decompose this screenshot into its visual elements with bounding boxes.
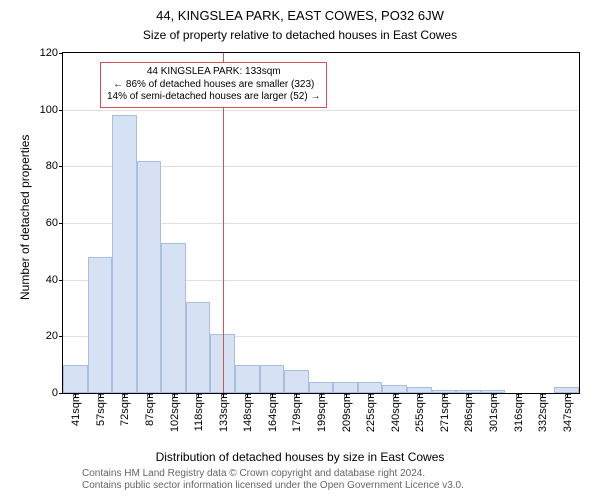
ytick-label: 80 — [46, 160, 63, 172]
annotation-line: 44 KINGSLEA PARK: 133sqm — [107, 66, 320, 79]
xtick-label: 199sqm — [314, 393, 328, 432]
annotation-line: 14% of semi-detached houses are larger (… — [107, 91, 320, 104]
y-axis-label: Number of detached properties — [18, 135, 32, 300]
ytick-label: 40 — [46, 274, 63, 286]
xtick-label: 72sqm — [117, 393, 131, 426]
xtick-label: 87sqm — [142, 393, 156, 426]
xtick-label: 118sqm — [191, 393, 205, 431]
ytick-label: 60 — [46, 217, 63, 229]
footnote-line2: Contains public sector information licen… — [82, 480, 464, 492]
xtick-label: 57sqm — [93, 393, 107, 426]
histogram-bar — [88, 257, 113, 393]
xtick-label: 41sqm — [68, 393, 82, 426]
xtick-label: 316sqm — [511, 393, 525, 432]
histogram-bar — [333, 382, 358, 393]
histogram-bar — [260, 365, 285, 393]
annotation-line: ← 86% of detached houses are smaller (32… — [107, 79, 320, 92]
chart-container: 44, KINGSLEA PARK, EAST COWES, PO32 6JW … — [0, 0, 600, 500]
xtick-label: 286sqm — [461, 393, 475, 432]
xtick-label: 209sqm — [339, 393, 353, 432]
histogram-bar — [358, 382, 383, 393]
xtick-label: 148sqm — [240, 393, 254, 432]
ytick-label: 120 — [40, 47, 63, 59]
gridline — [63, 110, 579, 111]
xtick-label: 179sqm — [289, 393, 303, 432]
histogram-bar — [284, 370, 309, 393]
annotation-box: 44 KINGSLEA PARK: 133sqm← 86% of detache… — [100, 62, 327, 108]
histogram-bar — [137, 161, 162, 393]
xtick-label: 133sqm — [216, 393, 230, 432]
footnote-line1: Contains HM Land Registry data © Crown c… — [82, 468, 464, 480]
footnote: Contains HM Land Registry data © Crown c… — [82, 468, 464, 492]
xtick-label: 255sqm — [412, 393, 426, 432]
histogram-bar — [186, 302, 211, 393]
xtick-label: 347sqm — [560, 393, 574, 432]
ytick-label: 20 — [46, 330, 63, 342]
histogram-bar — [161, 243, 186, 393]
histogram-bar — [63, 365, 88, 393]
histogram-bar — [112, 115, 137, 393]
ytick-label: 100 — [40, 104, 63, 116]
xtick-label: 164sqm — [265, 393, 279, 432]
xtick-label: 240sqm — [388, 393, 402, 432]
histogram-bar — [382, 385, 407, 394]
xtick-label: 102sqm — [167, 393, 181, 432]
histogram-bar — [235, 365, 260, 393]
xtick-label: 225sqm — [363, 393, 377, 432]
xtick-label: 332sqm — [535, 393, 549, 432]
xtick-label: 301sqm — [486, 393, 500, 432]
chart-title-line2: Size of property relative to detached ho… — [0, 28, 600, 42]
chart-title-line1: 44, KINGSLEA PARK, EAST COWES, PO32 6JW — [0, 8, 600, 23]
xtick-label: 271sqm — [437, 393, 451, 432]
histogram-bar — [309, 382, 334, 393]
x-axis-label: Distribution of detached houses by size … — [0, 450, 600, 464]
ytick-label: 0 — [52, 387, 63, 399]
